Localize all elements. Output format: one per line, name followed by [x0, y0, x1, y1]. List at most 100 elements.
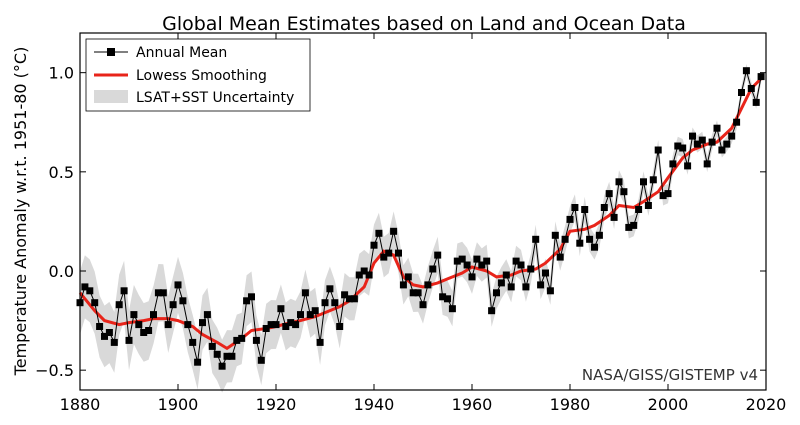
annual-mean-point	[615, 178, 623, 186]
annual-mean-point	[390, 227, 398, 235]
x-axis: 1880 1900 1920 1940 1960 1980 2000 2020	[60, 33, 787, 414]
legend-uncertainty-swatch	[94, 90, 128, 103]
annual-mean-point	[164, 321, 172, 329]
annual-mean-point	[360, 267, 368, 275]
plot-frame	[79, 32, 767, 391]
annual-mean-point	[512, 257, 520, 265]
annual-mean-point	[110, 338, 118, 346]
legend: Annual Mean Lowess Smoothing LSAT+SST Un…	[85, 38, 311, 112]
legend-annual-marker	[107, 48, 115, 56]
annual-mean-point	[517, 261, 525, 269]
x-tick-label: 1900	[158, 395, 199, 414]
legend-lowess-label: Lowess Smoothing	[136, 68, 267, 84]
plot-area	[76, 64, 765, 393]
annual-mean-point	[684, 162, 692, 170]
annual-mean-point	[105, 329, 113, 336]
annual-mean-point	[218, 362, 226, 370]
annual-mean-point	[243, 297, 251, 305]
annual-mean-point	[414, 289, 422, 297]
annual-mean-point	[483, 257, 491, 265]
uncertainty-band	[80, 64, 762, 393]
annual-mean-point	[140, 329, 148, 336]
annual-mean-point	[145, 327, 153, 334]
annual-mean-point	[458, 255, 466, 263]
annual-mean-point	[292, 321, 300, 329]
annual-mean-point	[213, 350, 221, 358]
annual-mean-point	[649, 176, 657, 184]
y-axis-label: Temperature Anomaly w.r.t. 1951-80 (°C)	[11, 47, 30, 377]
x-tick-label: 1880	[60, 395, 101, 414]
annual-mean-point	[424, 281, 432, 289]
annual-mean-point	[488, 307, 496, 315]
annual-mean-point	[130, 311, 138, 319]
annual-mean-point	[522, 283, 530, 291]
annual-mean-point	[350, 295, 358, 303]
annual-mean-point	[326, 285, 334, 293]
annual-mean-point	[640, 178, 647, 186]
annual-mean-point	[404, 273, 412, 281]
annual-mean-point	[591, 243, 598, 251]
annual-mean-point	[341, 291, 349, 299]
annual-mean-point	[252, 336, 260, 344]
annual-mean-point	[169, 301, 177, 309]
annual-mean-point	[306, 311, 314, 319]
annual-mean-point	[733, 118, 741, 126]
annual-mean-point	[375, 229, 383, 237]
annual-mean-point	[507, 283, 515, 291]
annual-mean-point	[610, 213, 618, 221]
annual-mean-point	[586, 235, 594, 243]
annual-mean-point	[468, 273, 476, 281]
annual-mean-point	[444, 295, 451, 303]
annual-mean-point	[86, 287, 94, 295]
annual-mean-point	[708, 138, 716, 146]
annual-mean-point	[473, 255, 481, 263]
annual-mean-point	[101, 332, 108, 340]
annual-mean-point	[272, 321, 280, 329]
annual-mean-point	[120, 287, 128, 295]
annual-mean-point	[125, 336, 133, 344]
annual-mean-point	[669, 160, 677, 168]
annual-mean-point	[453, 257, 461, 265]
y-tick-label: −0.5	[35, 361, 74, 380]
annual-mean-point	[257, 356, 265, 364]
y-axis: −0.5 0.0 0.5 1.0	[35, 64, 766, 380]
annual-mean-point	[159, 289, 167, 297]
annual-mean-point	[154, 289, 162, 297]
annual-mean-point	[679, 144, 687, 152]
annual-mean-point	[738, 89, 745, 96]
annual-mean-point	[527, 265, 535, 273]
annual-mean-point	[757, 73, 765, 81]
annual-mean-point	[282, 323, 290, 330]
y-tick-label: 0.5	[49, 163, 74, 182]
annual-mean-point	[566, 215, 574, 223]
annual-mean-point	[316, 338, 324, 346]
annual-mean-point	[561, 235, 569, 243]
annual-mean-point	[385, 249, 393, 257]
legend-uncertainty-label: LSAT+SST Uncertainty	[136, 90, 294, 106]
annual-mean-point	[502, 271, 510, 279]
x-tick-label: 2000	[648, 395, 689, 414]
annual-mean-point	[718, 146, 726, 154]
annual-mean-point	[321, 299, 329, 307]
y-tick-label: 0.0	[49, 262, 74, 281]
annual-mean-point	[674, 142, 682, 150]
annual-mean-point	[150, 311, 157, 319]
x-tick-label: 1960	[452, 395, 493, 414]
annual-mean-point	[644, 202, 652, 209]
annual-mean-point	[532, 235, 540, 243]
annual-mean-point	[297, 311, 304, 319]
annual-mean-point	[605, 190, 613, 198]
annual-mean-point	[703, 160, 711, 168]
annual-mean-point	[208, 342, 216, 350]
annual-mean-point	[713, 124, 721, 132]
annual-mean-point	[723, 140, 731, 148]
annual-mean-point	[184, 321, 192, 329]
x-tick-label: 1940	[354, 395, 395, 414]
x-tick-label: 2020	[746, 395, 787, 414]
annual-mean-point	[429, 265, 437, 273]
annual-mean-point	[248, 293, 255, 301]
annual-mean-point	[576, 239, 584, 247]
annual-mean-point	[399, 281, 407, 289]
annual-mean-point	[228, 352, 236, 360]
